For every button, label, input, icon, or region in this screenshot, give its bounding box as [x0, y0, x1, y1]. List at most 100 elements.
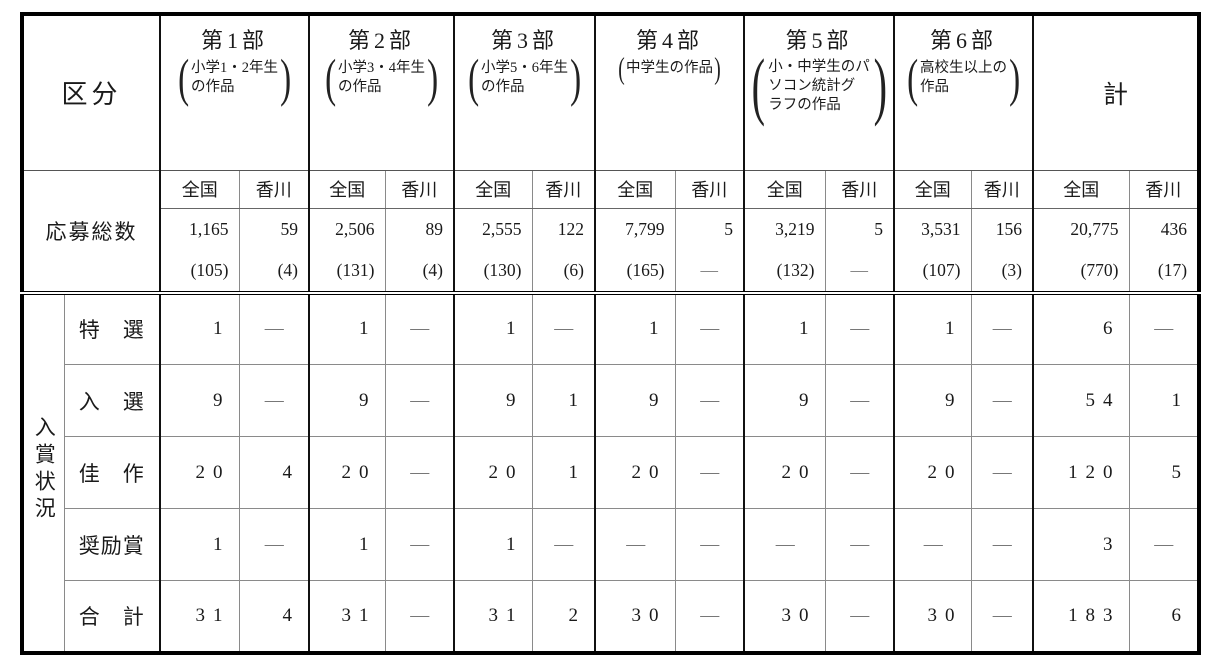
award-value-cell: — — [384, 436, 455, 509]
award-value-cell: — — [384, 292, 455, 365]
applications-cell: 5— — [674, 207, 745, 295]
bracket-glyph: ) — [873, 44, 887, 128]
contest-results-table: 区分 第1部(小学1・2年生 の作品) 第2部(小学3・4年生 の作品) 第3部(小学5… — [20, 12, 1202, 655]
award-value-cell: 1 — [893, 292, 972, 365]
award-row-label-shoreisho: 奨励賞 — [63, 508, 161, 581]
part-description: 小学1・2年生 の作品 — [191, 60, 279, 96]
award-value-cell: 3 — [1032, 508, 1130, 581]
part-description: 小・中学生のパ ソコン統計グ ラフの作品 — [768, 58, 870, 113]
award-value-cell: — — [1128, 292, 1200, 365]
applications-subcount: (107) — [922, 259, 961, 280]
award-value-cell: 9 — [308, 364, 386, 437]
award-value-cell: — — [824, 364, 895, 437]
award-value-cell: — — [1128, 508, 1200, 581]
award-row-label-gokei: 合 計 — [63, 580, 161, 653]
part-title: 第2部 — [348, 28, 416, 53]
applications-subcount: (165) — [626, 259, 665, 280]
award-value-cell: — — [384, 364, 455, 437]
applications-cell: 436 (17) — [1128, 207, 1200, 295]
award-value-cell: 9 — [594, 364, 676, 437]
applications-count: 59 — [280, 218, 299, 239]
award-value-cell: — — [238, 508, 310, 581]
bracket-glyph: ( — [467, 48, 479, 108]
part-header-4: 第4部 (中学生の作品) — [594, 13, 745, 171]
award-value-cell: 1 — [453, 292, 533, 365]
applications-cell: 3,531 (107) — [893, 207, 972, 295]
applications-count: 2,555 — [482, 218, 522, 239]
award-value-cell: — — [970, 508, 1034, 581]
region-header-cell: 香川 — [1128, 169, 1200, 209]
award-value-cell: — — [743, 508, 826, 581]
award-value-cell: 4 — [238, 436, 310, 509]
part-description: 小学5・6年生 の作品 — [481, 60, 569, 96]
applications-cell: 5— — [824, 207, 895, 295]
award-value-cell: 1 — [594, 292, 676, 365]
bracket-glyph: ( — [751, 44, 765, 128]
applications-count: 122 — [557, 218, 585, 239]
award-value-cell: 5 — [1128, 436, 1200, 509]
award-value-cell: 1 — [1128, 364, 1200, 437]
region-header-cell: 全国 — [159, 169, 240, 209]
award-value-cell: — — [674, 364, 745, 437]
award-value-cell: — — [674, 292, 745, 365]
award-value-cell: 9 — [743, 364, 826, 437]
award-row-kasaku: 佳 作 20 4 20—20 1 20—20—20—120 5 — [22, 436, 1200, 509]
bracket-glyph: ( — [906, 48, 918, 108]
applications-row-label: 応募総数 — [21, 169, 161, 295]
award-value-cell: 1 — [531, 364, 596, 437]
award-value-cell: — — [824, 508, 895, 581]
region-header-cell: 香川 — [674, 169, 745, 209]
applications-count: 7,799 — [625, 218, 665, 239]
bracket-glyph: ( — [618, 51, 625, 86]
applications-cell: 89 (4) — [384, 207, 455, 295]
award-value-cell: 9 — [453, 364, 533, 437]
award-value-cell: — — [531, 508, 596, 581]
applications-count: 5 — [724, 218, 734, 239]
award-value-cell: 1 — [453, 508, 533, 581]
header-row-parts: 区分 第1部(小学1・2年生 の作品) 第2部(小学3・4年生 の作品) 第3部(小学5… — [21, 13, 1200, 171]
award-value-cell: 20 — [743, 436, 826, 509]
region-header-cell: 香川 — [238, 169, 310, 209]
header-row-regions: 応募総数 全国 香川 全国 香川 全国 香川 全国 香川 全国 香川 全国 香川 全国 香川 — [21, 169, 1200, 295]
applications-subcount: (132) — [776, 259, 815, 280]
region-header-cell: 全国 — [1032, 169, 1130, 209]
award-value-cell: 20 — [594, 436, 676, 509]
applications-subcount: (4) — [422, 259, 444, 280]
award-row-tokusen: 入賞状況 特 選 1—1—1—1—1—1—6— — [21, 292, 1200, 653]
applications-cell: 3,219 (132) — [743, 207, 826, 295]
award-value-cell: — — [674, 436, 745, 509]
applications-count: 3,531 — [921, 218, 961, 239]
award-value-cell: — — [594, 508, 676, 581]
award-row-nyusen: 入 選 9—9—9 1 9—9—9—54 1 — [22, 364, 1200, 437]
award-value-cell: — — [384, 508, 455, 581]
bracket-glyph: ) — [1009, 48, 1021, 108]
award-value-cell: — — [893, 508, 972, 581]
applications-count: 436 — [1160, 218, 1188, 239]
applications-cell: 59 (4) — [238, 207, 310, 295]
award-value-cell: — — [970, 292, 1034, 365]
award-value-cell: — — [970, 436, 1034, 509]
region-header-cell: 香川 — [970, 169, 1034, 209]
award-value-cell: 30 — [594, 580, 676, 653]
bracket-glyph: ( — [177, 48, 189, 108]
applications-subcount: (105) — [190, 259, 229, 280]
award-value-cell: 1 — [308, 292, 386, 365]
applications-cell: 2,555 (130) — [453, 207, 533, 295]
total-column-header: 計 — [1032, 13, 1200, 171]
applications-subcount: — — [700, 259, 719, 280]
award-value-cell: — — [531, 292, 596, 365]
award-value-cell: 20 — [453, 436, 533, 509]
award-value-cell: — — [238, 292, 310, 365]
award-value-cell: 1 — [159, 508, 240, 581]
award-value-cell: 20 — [893, 436, 972, 509]
award-value-cell: 120 — [1032, 436, 1130, 509]
award-value-cell: — — [970, 364, 1034, 437]
corner-label: 区分 — [21, 13, 161, 171]
part-description: 高校生以上の 作品 — [920, 60, 1008, 96]
part-header-6: 第6部 (高校生以上の 作品) — [893, 13, 1034, 171]
applications-row: 1,165 (105) 59 (4) 2,506 (131) 89 (4) 2,555 (130)… — [22, 207, 1200, 295]
award-value-cell: 1 — [743, 292, 826, 365]
award-value-cell: 30 — [893, 580, 972, 653]
award-value-cell: — — [238, 364, 310, 437]
award-value-cell: 183 — [1032, 580, 1130, 653]
